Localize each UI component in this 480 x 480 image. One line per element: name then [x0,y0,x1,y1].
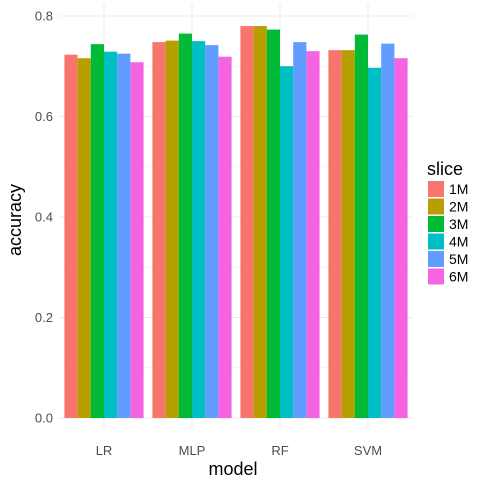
bar-LR-3M [90,44,104,418]
bar-SVM-1M [328,50,342,419]
bar-LR-6M [130,62,144,418]
bar-SVM-5M [381,43,395,418]
y-tick-label: 0.8 [35,9,53,24]
y-tick-labels: 0.0 0.2 0.4 0.6 0.8 [35,9,53,426]
bar-MLP-1M [152,42,166,418]
x-axis-title: model [208,459,257,479]
bar-SVM-6M [394,58,408,419]
bar-RF-1M [240,26,254,419]
legend-label: 1M [449,181,468,197]
y-axis-title: accuracy [5,184,25,256]
bar-SVM-3M [354,34,368,418]
bar-MLP-2M [165,40,179,419]
legend-key-1M [428,181,444,197]
x-tick-label: LR [96,443,113,458]
x-tick-label: MLP [179,443,206,458]
legend-key-5M [428,251,444,267]
y-tick-label: 0.0 [35,411,53,426]
bar-RF-6M [306,51,320,419]
y-tick-label: 0.6 [35,109,53,124]
legend-key-2M [428,198,444,215]
legend-label: 3M [449,216,468,232]
bar-RF-3M [266,29,280,418]
bar-LR-1M [64,54,78,418]
bar-SVM-2M [341,50,355,419]
bar-LR-2M [77,58,91,419]
legend-key-6M [428,268,444,285]
bar-RF-4M [280,66,294,418]
bar-LR-5M [117,53,131,418]
x-tick-labels: LR MLP RF SVM [96,443,382,458]
bar-MLP-6M [218,56,232,418]
legend-label: 2M [449,199,468,215]
x-tick-label: RF [271,443,288,458]
x-tick-label: SVM [354,443,382,458]
legend-key-3M [428,216,444,232]
bar-LR-4M [104,51,118,419]
bar-SVM-4M [368,67,382,418]
legend-label: 5M [449,251,468,267]
bar-RF-5M [293,42,307,418]
bar-RF-2M [253,26,267,419]
bar-MLP-5M [205,45,219,419]
legend-label: 4M [449,234,468,250]
bar-MLP-3M [178,33,192,419]
bar-MLP-4M [192,41,206,418]
legend-title: slice [427,159,463,179]
y-tick-label: 0.4 [35,210,53,225]
legend-key-4M [428,233,444,250]
bars [64,26,408,419]
legend-label: 6M [449,269,468,285]
y-tick-label: 0.2 [35,310,53,325]
